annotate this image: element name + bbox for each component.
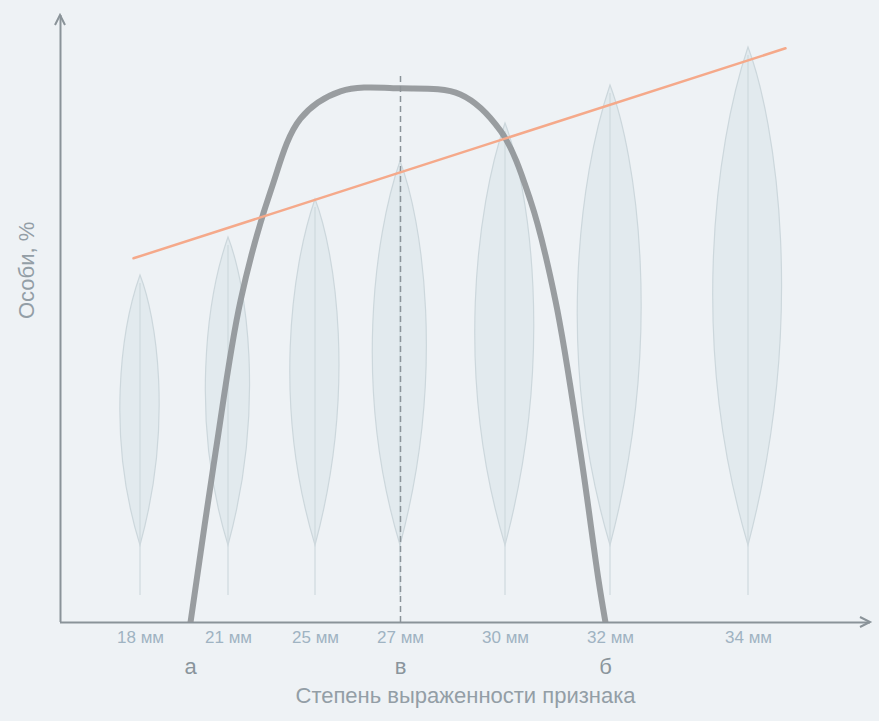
svg-text:Степень выраженности признака: Степень выраженности признака: [295, 683, 636, 708]
svg-text:25 мм: 25 мм: [292, 628, 339, 647]
svg-text:а: а: [184, 654, 197, 679]
svg-text:27 мм: 27 мм: [377, 628, 424, 647]
svg-text:в: в: [395, 654, 407, 679]
svg-text:18 мм: 18 мм: [117, 628, 164, 647]
svg-text:32 мм: 32 мм: [587, 628, 634, 647]
svg-text:б: б: [599, 654, 612, 679]
svg-text:21 мм: 21 мм: [205, 628, 252, 647]
svg-text:Особи, %: Особи, %: [14, 222, 39, 319]
svg-text:30 мм: 30 мм: [482, 628, 529, 647]
svg-text:34 мм: 34 мм: [725, 628, 772, 647]
